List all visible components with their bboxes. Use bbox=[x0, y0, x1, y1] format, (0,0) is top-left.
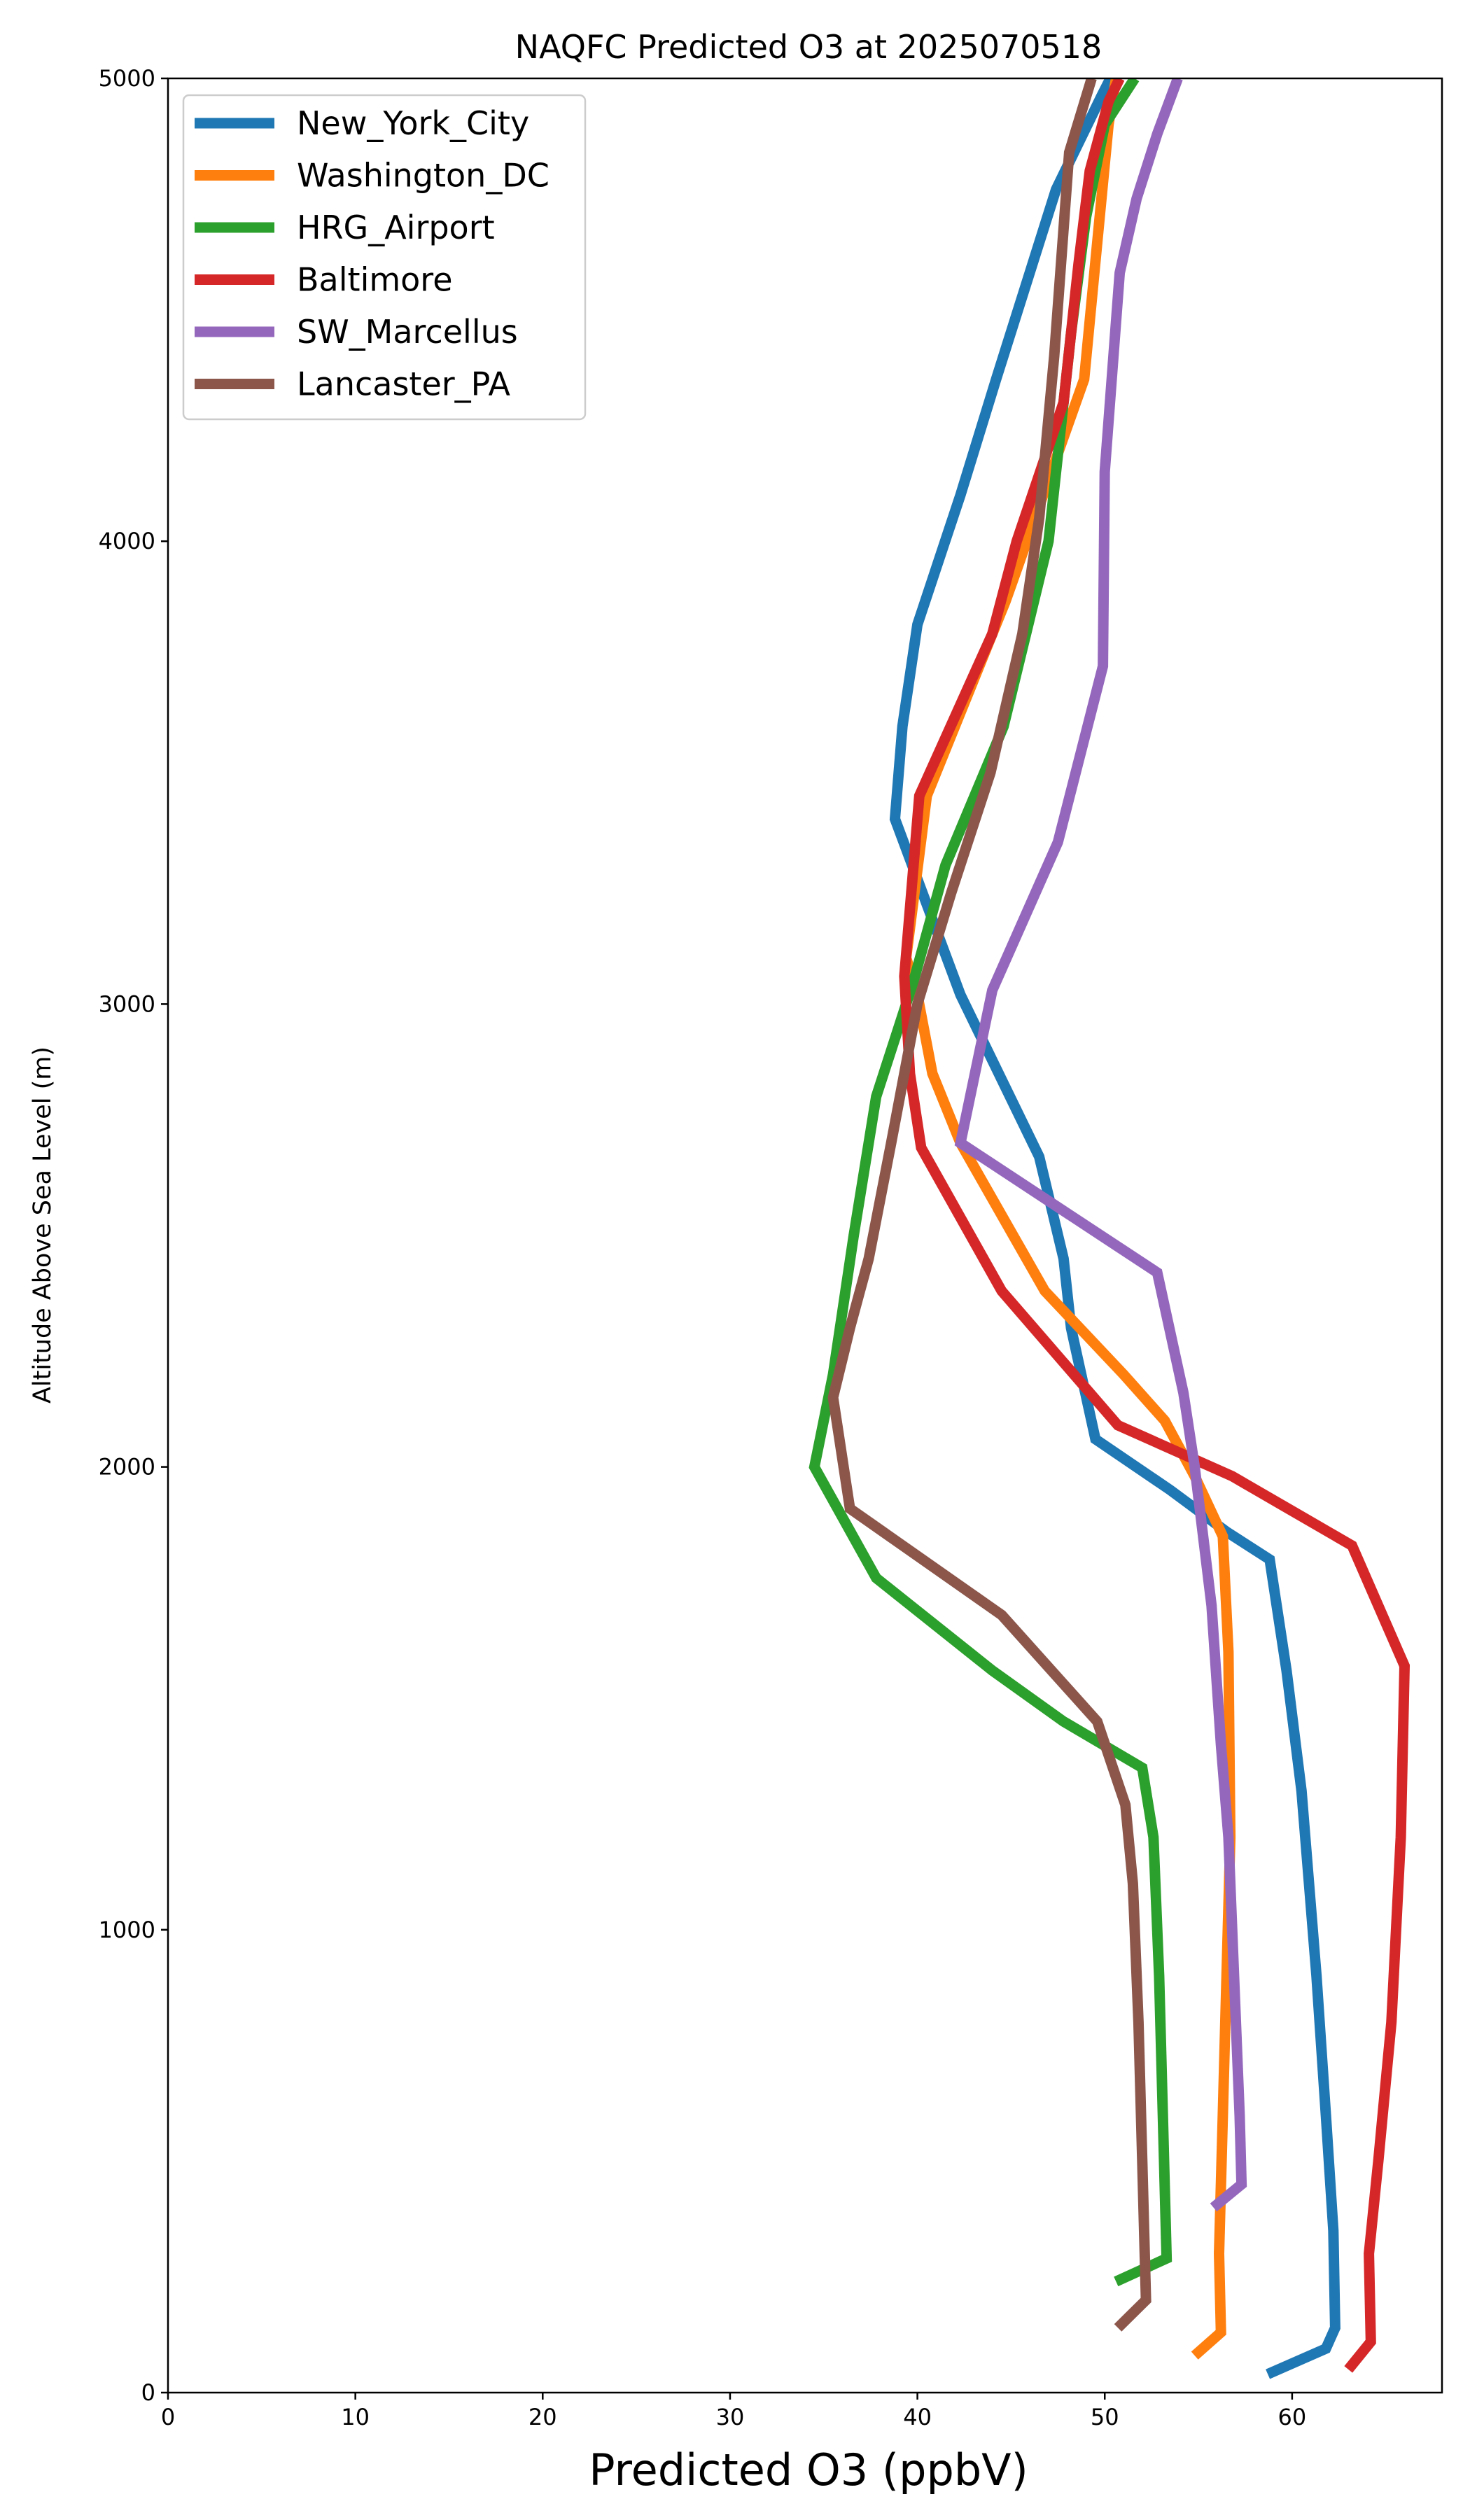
series-group bbox=[808, 78, 1410, 2379]
y-tick-label: 5000 bbox=[99, 65, 155, 92]
legend-label: HRG_Airport bbox=[297, 209, 495, 246]
plot-area bbox=[167, 77, 1443, 2394]
legend-label: SW_Marcellus bbox=[297, 313, 518, 351]
legend-box bbox=[182, 94, 587, 421]
legend: New_York_City Washington_DC HRG_Airport Bal… bbox=[182, 94, 587, 421]
legend-items: New_York_City Washington_DC HRG_Airport Bal… bbox=[195, 104, 550, 403]
series-line-lancaster-pa bbox=[827, 78, 1152, 2332]
x-axis-label: Predicted O3 (ppbV) bbox=[589, 2444, 1028, 2496]
series-line-sw-marcellus bbox=[954, 78, 1247, 2212]
x-tick-label: 50 bbox=[1091, 2404, 1119, 2430]
legend-label: New_York_City bbox=[297, 104, 529, 142]
legend-label: Baltimore bbox=[297, 261, 453, 299]
x-tick-label: 30 bbox=[716, 2404, 745, 2430]
y-axis-label: Altitude Above Sea Level (m) bbox=[29, 1046, 57, 1404]
legend-label: Lancaster_PA bbox=[297, 365, 510, 403]
y-axis-ticks: 0 1000 2000 3000 4000 5000 bbox=[99, 65, 168, 2406]
x-tick-label: 10 bbox=[341, 2404, 370, 2430]
x-axis-ticks: 0 10 20 30 40 50 60 bbox=[161, 2393, 1306, 2430]
x-tick-label: 20 bbox=[528, 2404, 557, 2430]
y-tick-label: 1000 bbox=[99, 1917, 155, 1943]
y-tick-label: 3000 bbox=[99, 990, 155, 1017]
x-tick-label: 0 bbox=[161, 2404, 175, 2430]
plot-frame bbox=[167, 77, 1443, 2394]
x-tick-label: 60 bbox=[1278, 2404, 1307, 2430]
legend-label: Washington_DC bbox=[297, 157, 550, 195]
chart-title: NAQFC Predicted O3 at 2025070518 bbox=[515, 28, 1102, 66]
x-tick-label: 40 bbox=[903, 2404, 932, 2430]
y-tick-label: 0 bbox=[141, 2379, 155, 2406]
y-tick-label: 4000 bbox=[99, 528, 155, 554]
y-tick-label: 2000 bbox=[99, 1454, 155, 1480]
series-line-baltimore bbox=[899, 78, 1410, 2373]
